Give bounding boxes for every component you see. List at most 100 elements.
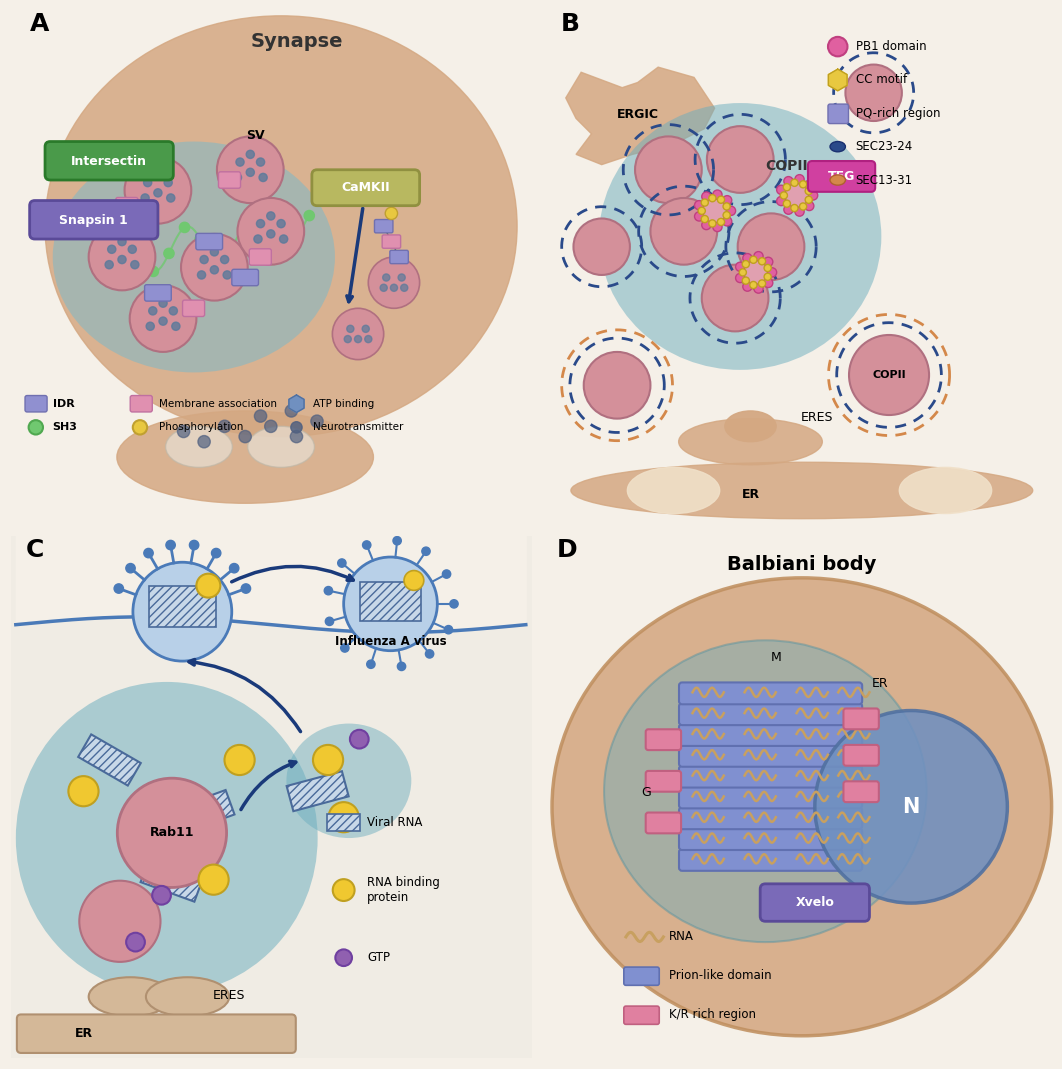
Circle shape (341, 644, 349, 652)
Circle shape (221, 255, 228, 264)
FancyBboxPatch shape (760, 884, 870, 921)
Circle shape (226, 245, 237, 254)
Circle shape (133, 246, 143, 257)
Circle shape (234, 173, 241, 182)
Text: PB1 domain: PB1 domain (856, 41, 926, 53)
Circle shape (189, 540, 199, 549)
FancyBboxPatch shape (679, 703, 862, 725)
Circle shape (264, 420, 277, 433)
Circle shape (776, 197, 786, 205)
Circle shape (723, 203, 731, 210)
Circle shape (800, 181, 807, 188)
Ellipse shape (45, 16, 517, 436)
Ellipse shape (599, 103, 881, 370)
Circle shape (166, 540, 175, 549)
Circle shape (255, 409, 267, 422)
FancyBboxPatch shape (312, 170, 419, 205)
Circle shape (29, 420, 42, 434)
Circle shape (141, 193, 149, 202)
Circle shape (224, 745, 255, 775)
Text: Intersectin: Intersectin (71, 155, 148, 168)
Circle shape (169, 307, 177, 315)
Text: ERES: ERES (801, 412, 834, 424)
Circle shape (776, 185, 786, 195)
Text: Membrane association: Membrane association (159, 399, 277, 408)
FancyBboxPatch shape (17, 1014, 296, 1053)
Circle shape (768, 267, 776, 277)
Text: B: B (561, 12, 580, 36)
FancyBboxPatch shape (623, 1006, 660, 1024)
Text: D: D (558, 538, 578, 562)
Circle shape (133, 562, 232, 661)
FancyBboxPatch shape (30, 201, 158, 239)
Ellipse shape (604, 640, 927, 942)
Text: IDR: IDR (53, 399, 74, 408)
Circle shape (355, 336, 362, 343)
Circle shape (362, 325, 370, 332)
Circle shape (443, 570, 450, 578)
Ellipse shape (830, 175, 845, 185)
Text: Viral RNA: Viral RNA (367, 816, 423, 828)
FancyBboxPatch shape (646, 729, 681, 750)
Text: Snapsin 1: Snapsin 1 (59, 214, 129, 227)
FancyBboxPatch shape (679, 787, 862, 808)
Text: GTP: GTP (367, 951, 390, 964)
FancyBboxPatch shape (623, 967, 660, 986)
Text: A: A (30, 12, 49, 36)
Circle shape (277, 219, 286, 228)
Circle shape (362, 541, 371, 549)
Circle shape (758, 280, 766, 288)
Text: N: N (903, 796, 920, 817)
Circle shape (739, 268, 747, 276)
Ellipse shape (830, 141, 845, 152)
Circle shape (808, 190, 818, 200)
Circle shape (246, 151, 255, 158)
FancyBboxPatch shape (250, 249, 271, 265)
Circle shape (304, 211, 314, 220)
Circle shape (349, 730, 369, 748)
Bar (327, 814, 360, 832)
FancyBboxPatch shape (130, 218, 156, 234)
Circle shape (177, 425, 190, 437)
Circle shape (126, 933, 144, 951)
Text: K/R rich region: K/R rich region (669, 1008, 756, 1022)
FancyBboxPatch shape (843, 781, 879, 802)
Circle shape (257, 222, 268, 232)
Circle shape (784, 176, 793, 186)
Circle shape (117, 230, 127, 239)
Circle shape (198, 435, 210, 448)
Circle shape (133, 420, 148, 434)
Circle shape (742, 277, 750, 284)
Circle shape (124, 157, 191, 223)
Ellipse shape (679, 419, 822, 465)
Circle shape (238, 198, 304, 265)
Circle shape (650, 198, 717, 265)
Circle shape (386, 207, 397, 219)
Circle shape (179, 222, 190, 233)
Circle shape (754, 251, 764, 261)
Circle shape (291, 421, 302, 433)
Circle shape (239, 431, 252, 443)
FancyBboxPatch shape (679, 745, 862, 766)
Circle shape (713, 190, 722, 199)
Ellipse shape (88, 977, 172, 1017)
Circle shape (845, 64, 902, 121)
Circle shape (450, 600, 458, 608)
Circle shape (167, 193, 175, 202)
Circle shape (105, 261, 114, 268)
Circle shape (701, 199, 708, 206)
Circle shape (210, 248, 219, 255)
Circle shape (80, 881, 160, 962)
FancyBboxPatch shape (382, 235, 400, 248)
Circle shape (718, 218, 724, 226)
Ellipse shape (247, 427, 314, 467)
Text: ER: ER (74, 1027, 92, 1040)
Circle shape (784, 200, 790, 207)
Circle shape (130, 285, 196, 352)
FancyBboxPatch shape (646, 771, 681, 792)
Circle shape (143, 548, 153, 558)
Ellipse shape (166, 427, 233, 467)
Circle shape (131, 261, 139, 268)
Circle shape (422, 547, 430, 556)
Circle shape (223, 270, 232, 279)
